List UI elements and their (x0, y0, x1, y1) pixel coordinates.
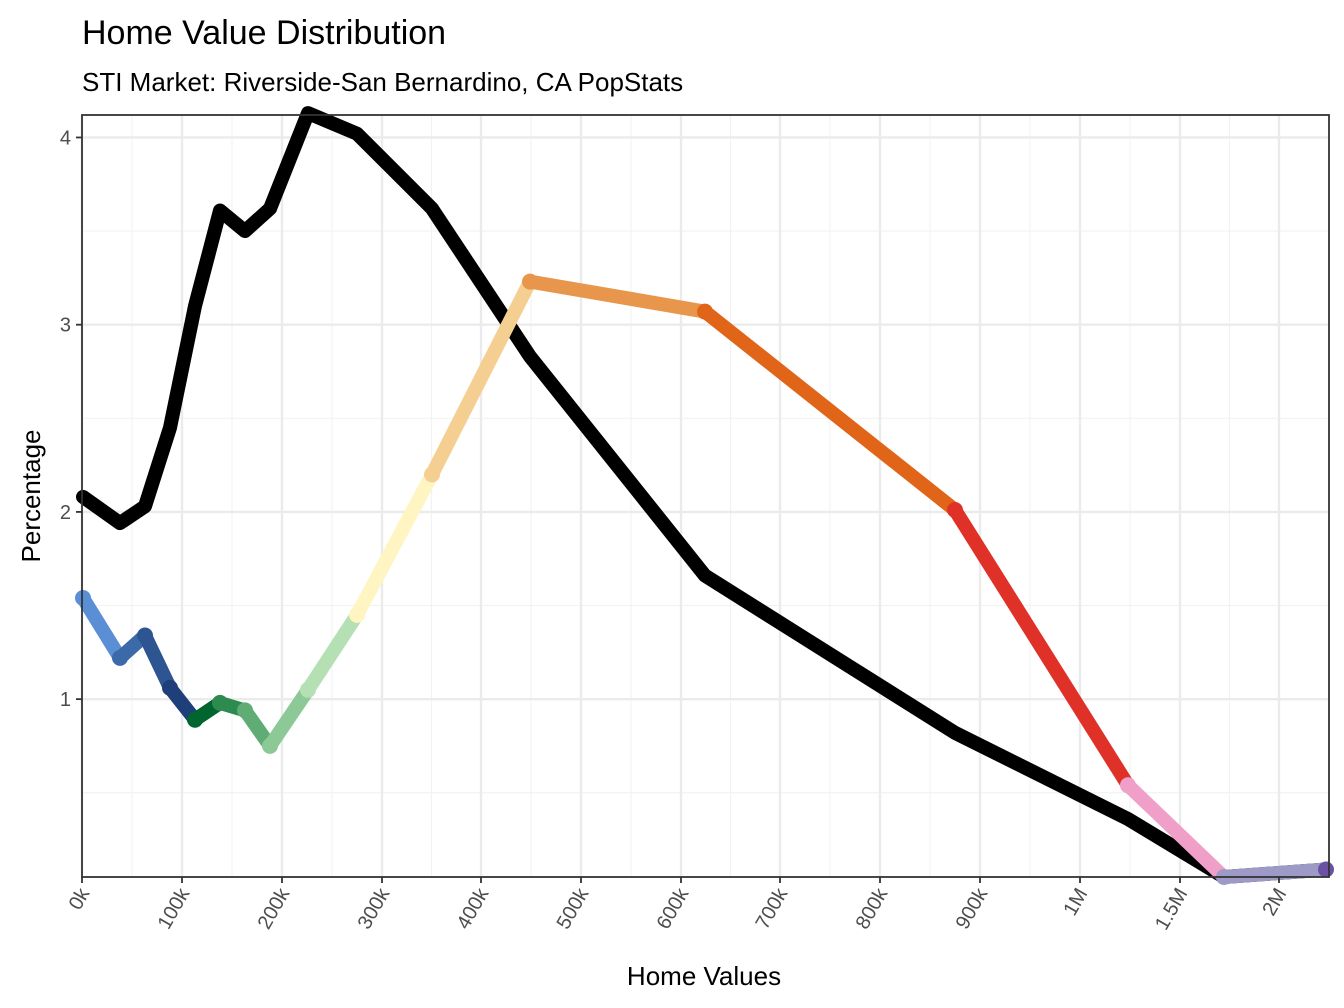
series-line-market (76, 106, 1333, 884)
series-segment (948, 503, 1135, 793)
x-tick-label: 700k (752, 884, 793, 933)
data-point (697, 303, 713, 320)
data-point (212, 694, 228, 711)
data-point (349, 606, 365, 623)
data-point (262, 737, 278, 754)
y-tick-label: 4 (60, 127, 71, 149)
series-segment (1217, 862, 1333, 884)
chart-title: Home Value Distribution (82, 14, 446, 52)
x-tick-label: 200k (254, 884, 295, 933)
data-point (237, 702, 253, 719)
series-segment (1121, 778, 1231, 884)
data-point (947, 502, 963, 518)
data-point (1318, 861, 1334, 878)
x-tick-label: 1.5M (1151, 885, 1192, 935)
x-tick-label: 400k (453, 884, 494, 933)
plot-background (82, 115, 1329, 877)
series-segment (523, 274, 712, 319)
x-tick-label: 500k (553, 884, 594, 933)
x-tick-label: 100k (154, 884, 195, 933)
y-axis-title: Percentage (16, 430, 46, 563)
y-tick-label: 3 (60, 315, 71, 337)
plot-area: 1 2 3 4 0k 100k 200k 300k 400k 500k 600k 700k 800k 90… (60, 106, 1334, 935)
y-tick-label: 1 (60, 689, 71, 711)
x-tick-label: 2M (1258, 885, 1291, 920)
x-tick-label: 0k (65, 884, 95, 914)
x-tick-label: 300k (354, 884, 395, 933)
x-axis-title: Home Values (627, 961, 781, 991)
x-tick-label: 800k (852, 884, 893, 933)
series-segment (76, 591, 127, 665)
chart-subtitle: STI Market: Riverside-San Bernardino, CA… (82, 67, 683, 97)
data-point (187, 711, 203, 728)
series-segment (698, 304, 962, 517)
data-point (162, 679, 178, 696)
data-point (522, 273, 538, 290)
series-segment (263, 682, 315, 753)
data-point (112, 649, 128, 666)
data-point (137, 627, 153, 644)
series-segment (301, 607, 364, 697)
x-tick-label: 600k (653, 884, 694, 933)
series-segment (425, 274, 537, 482)
data-point (424, 466, 440, 483)
data-point (75, 590, 91, 606)
data-point (1120, 777, 1136, 794)
panel-border (81, 114, 1330, 878)
x-tick-label: 1M (1059, 885, 1092, 920)
series-segment (350, 467, 439, 622)
series-segment (138, 628, 177, 695)
data-point (300, 681, 316, 698)
x-tick-label: 900k (952, 884, 993, 933)
y-tick-label: 2 (60, 502, 71, 524)
